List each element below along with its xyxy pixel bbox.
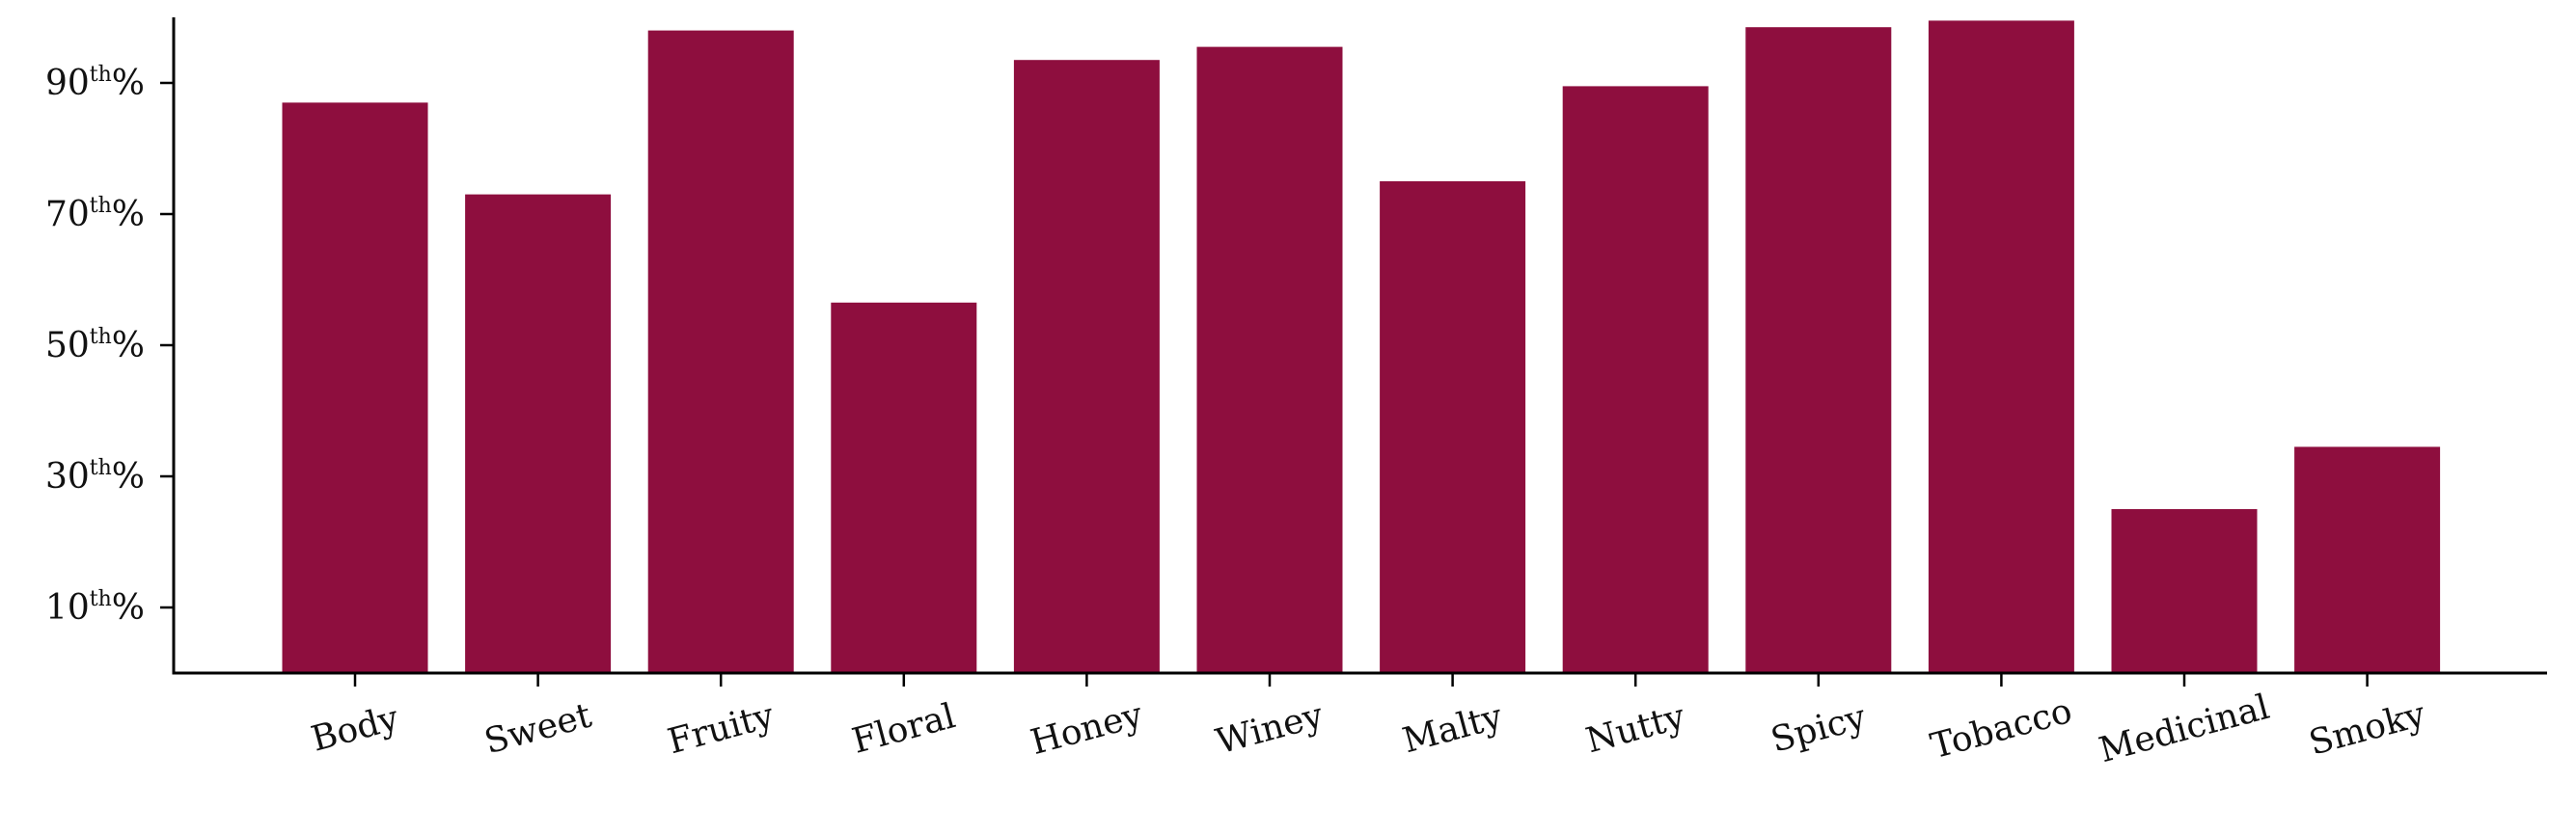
x-tick-label-winey: Winey [1212, 695, 1328, 762]
bar-floral [831, 302, 977, 673]
x-tick-label-tobacco: Tobacco [1927, 691, 2076, 767]
y-tick-label-70: 70th% [45, 194, 145, 234]
bar-fruity [647, 30, 794, 674]
x-tick-label-smoky: Smoky [2305, 694, 2430, 764]
bar-nutty [1562, 86, 1709, 673]
x-tick-label-sweet: Sweet [480, 695, 596, 762]
bar-smoky [2294, 446, 2441, 673]
x-tick-label-floral: Floral [848, 696, 959, 762]
x-ticks-layer: Body Sweet Fruity Floral Honey Winey Malty Nutt… [307, 673, 2430, 770]
x-tick-label-medicinal: Medicinal [2095, 688, 2273, 770]
bar-honey [1013, 60, 1160, 673]
y-tick-label-50: 50th% [45, 325, 145, 365]
y-tick-label-10: 10th% [45, 587, 145, 628]
bar-winey [1196, 46, 1343, 674]
y-tick-label-90: 90th% [45, 63, 145, 103]
bar-malty [1380, 181, 1526, 673]
bar-sweet [465, 194, 612, 673]
bar-body [282, 102, 428, 673]
y-tick-label-30: 30th% [45, 456, 145, 497]
x-tick-label-fruity: Fruity [664, 696, 779, 763]
x-tick-label-honey: Honey [1027, 695, 1147, 763]
bars-layer [282, 20, 2441, 674]
bar-spicy [1745, 27, 1892, 673]
x-tick-label-spicy: Spicy [1767, 697, 1871, 761]
y-ticks-layer: 10th% 30th% 50th% 70th% 90th% [45, 63, 174, 628]
x-tick-label-nutty: Nutty [1582, 697, 1690, 762]
bar-tobacco [1928, 20, 2074, 673]
x-tick-label-malty: Malty [1399, 696, 1507, 761]
x-tick-label-body: Body [307, 698, 403, 759]
bar-medicinal [2111, 509, 2258, 673]
